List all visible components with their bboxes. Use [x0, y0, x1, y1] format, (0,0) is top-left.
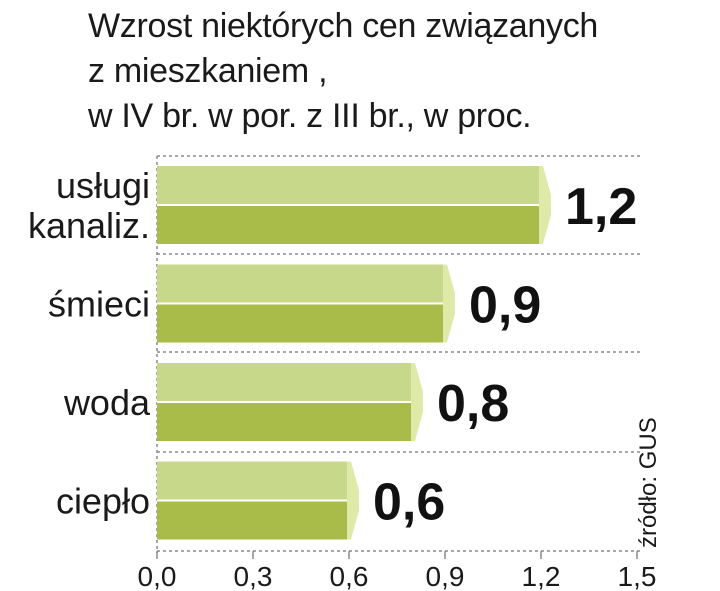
bar-top-face [157, 461, 349, 501]
value-label: 0,9 [469, 277, 541, 335]
bar [157, 166, 551, 244]
source-note: źródło: GUS [635, 417, 662, 548]
x-tick-label: 0,3 [234, 561, 273, 591]
bar-bottom-face [157, 500, 349, 540]
bar-bottom-face [157, 402, 413, 441]
category-label: woda [63, 382, 151, 423]
bar-top-face [157, 264, 445, 304]
bar [157, 264, 455, 343]
bars [157, 166, 551, 540]
x-tick-label: 0,9 [426, 561, 465, 591]
value-label: 1,2 [565, 178, 637, 236]
chart-title: Wzrost niektórych cen związanych z miesz… [88, 4, 718, 139]
title-line-2: z mieszkaniem , [88, 52, 328, 90]
category-label: usługi [56, 165, 150, 206]
category-label: ciepło [56, 481, 150, 522]
x-tick-label: 0,0 [138, 561, 177, 591]
bar-top-face [157, 363, 413, 402]
title-line-1: Wzrost niektórych cen związanych [88, 7, 599, 45]
value-label: 0,8 [437, 375, 509, 433]
bar-end-cap [443, 264, 455, 343]
x-axis-ticks: 0,0 0,3 0,6 0,9 1,2 1,5 [138, 551, 657, 591]
bar-end-cap [539, 166, 551, 244]
category-label: śmieci [48, 284, 150, 325]
x-tick-label: 1,5 [618, 561, 657, 591]
title-line-3: w IV br. w por. z III br., w proc. [88, 97, 532, 135]
bar-bottom-face [157, 303, 445, 343]
category-label: kanaliz. [28, 205, 150, 246]
x-tick-label: 1,2 [522, 561, 561, 591]
bar [157, 363, 423, 441]
bar-top-face [157, 166, 541, 205]
bar [157, 461, 359, 540]
bar-end-cap [347, 461, 359, 540]
value-label: 0,6 [373, 474, 445, 532]
x-tick-label: 0,6 [330, 561, 369, 591]
value-labels: 1,2 0,9 0,8 0,6 [373, 178, 637, 532]
bar-end-cap [411, 363, 423, 441]
bar-bottom-face [157, 205, 541, 244]
